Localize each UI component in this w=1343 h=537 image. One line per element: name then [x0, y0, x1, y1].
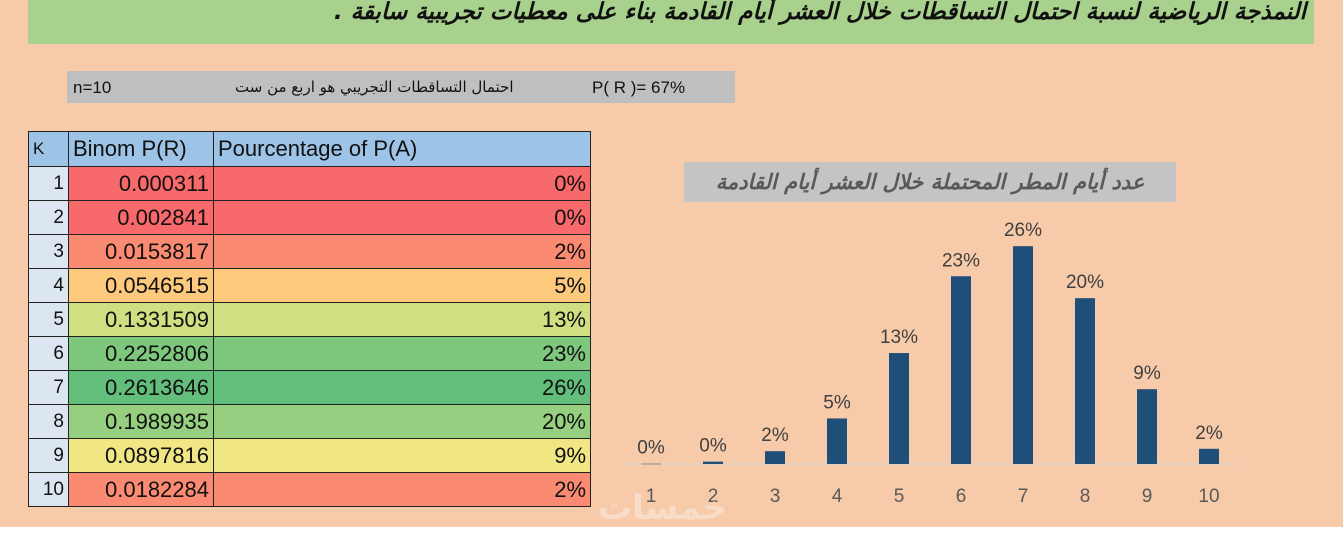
bar-data-label: 0%	[699, 436, 727, 457]
bar-data-label: 23%	[942, 250, 980, 271]
percentage-cell: 20%	[213, 404, 591, 439]
bar-data-label: 2%	[1195, 423, 1223, 444]
table-row: 6 0.2252806 23%	[28, 336, 591, 371]
table-row: 5 0.1331509 13%	[28, 302, 591, 337]
watermark-logo: خمسات	[598, 488, 727, 528]
percentage-cell: 5%	[213, 268, 591, 303]
table-header-row: K Binom P(R) Pourcentage of P(A)	[28, 131, 591, 167]
x-tick-label: 3	[770, 486, 781, 507]
bar	[1075, 298, 1095, 464]
binomial-table: K Binom P(R) Pourcentage of P(A) 1 0.0003…	[28, 131, 591, 507]
bar	[1137, 389, 1157, 464]
bar	[1013, 246, 1033, 464]
info-bar: n=10 احتمال التساقطات التجريبي هو اربع م…	[67, 71, 735, 103]
k-cell: 8	[28, 404, 69, 439]
table-row: 7 0.2613646 26%	[28, 370, 591, 405]
x-tick-label: 1	[646, 486, 657, 507]
percentage-cell: 2%	[213, 234, 591, 269]
k-cell: 7	[28, 370, 69, 405]
binom-cell: 0.002841	[68, 200, 214, 235]
table-row: 2 0.002841 0%	[28, 200, 591, 235]
x-tick-label: 10	[1198, 486, 1219, 507]
x-tick-label: 8	[1080, 486, 1091, 507]
k-cell: 6	[28, 336, 69, 371]
k-cell: 5	[28, 302, 69, 337]
percentage-cell: 0%	[213, 200, 591, 235]
binom-cell: 0.2613646	[68, 370, 214, 405]
bar-data-label: 26%	[1004, 220, 1042, 241]
k-cell: 2	[28, 200, 69, 235]
page-title: النمذجة الرياضية لنسبة احتمال التساقطات …	[28, 0, 1314, 44]
bar	[641, 463, 661, 465]
percentage-cell: 13%	[213, 302, 591, 337]
bar-data-label: 2%	[761, 425, 789, 446]
bar	[889, 353, 909, 464]
k-cell: 3	[28, 234, 69, 269]
x-tick-label: 4	[832, 486, 843, 507]
header-percentage: Pourcentage of P(A)	[213, 131, 591, 167]
bar-data-label: 5%	[823, 392, 851, 413]
bar	[951, 276, 971, 464]
bar	[827, 418, 847, 464]
binom-cell: 0.0182284	[68, 472, 214, 507]
x-tick-label: 2	[708, 486, 719, 507]
probability-description: احتمال التساقطات التجريبي هو اربع من ست	[235, 78, 514, 96]
chart-title: عدد أيام المطر المحتملة خلال العشر أيام …	[684, 162, 1176, 202]
k-cell: 1	[28, 166, 69, 201]
x-tick-label: 5	[894, 486, 905, 507]
k-cell: 9	[28, 438, 69, 473]
binom-cell: 0.1989935	[68, 404, 214, 439]
bar-data-label: 0%	[637, 438, 665, 459]
table-row: 3 0.0153817 2%	[28, 234, 591, 269]
bar-data-label: 9%	[1133, 363, 1161, 384]
bar	[765, 451, 785, 464]
bottom-strip	[0, 527, 1343, 537]
binom-cell: 0.0546515	[68, 268, 214, 303]
percentage-cell: 2%	[213, 472, 591, 507]
binom-cell: 0.0897816	[68, 438, 214, 473]
header-binom: Binom P(R)	[68, 131, 214, 167]
percentage-cell: 23%	[213, 336, 591, 371]
binom-cell: 0.1331509	[68, 302, 214, 337]
binom-cell: 0.0153817	[68, 234, 214, 269]
bar	[703, 461, 723, 464]
percentage-cell: 26%	[213, 370, 591, 405]
bar-data-label: 20%	[1066, 272, 1104, 293]
table-row: 8 0.1989935 20%	[28, 404, 591, 439]
probability-value: P( R )= 67%	[592, 78, 686, 97]
k-cell: 10	[28, 472, 69, 507]
percentage-cell: 9%	[213, 438, 591, 473]
k-cell: 4	[28, 268, 69, 303]
table-row: 4 0.0546515 5%	[28, 268, 591, 303]
percentage-cell: 0%	[213, 166, 591, 201]
x-tick-label: 7	[1018, 486, 1029, 507]
table-row: 1 0.000311 0%	[28, 166, 591, 201]
table-row: 10 0.0182284 2%	[28, 472, 591, 507]
bar-data-label: 13%	[880, 327, 918, 348]
bar	[1199, 448, 1219, 464]
x-tick-label: 9	[1142, 486, 1153, 507]
binom-cell: 0.2252806	[68, 336, 214, 371]
header-k: K	[28, 131, 69, 167]
table-row: 9 0.0897816 9%	[28, 438, 591, 473]
n-label: n=10	[73, 78, 112, 97]
bar-chart: 0% 1 0% 2 2% 3 5% 4 13% 5 23% 6 26% 7 20% 8 9% 9 2% 10	[620, 220, 1240, 507]
binom-cell: 0.000311	[68, 166, 214, 201]
x-tick-label: 6	[956, 486, 967, 507]
